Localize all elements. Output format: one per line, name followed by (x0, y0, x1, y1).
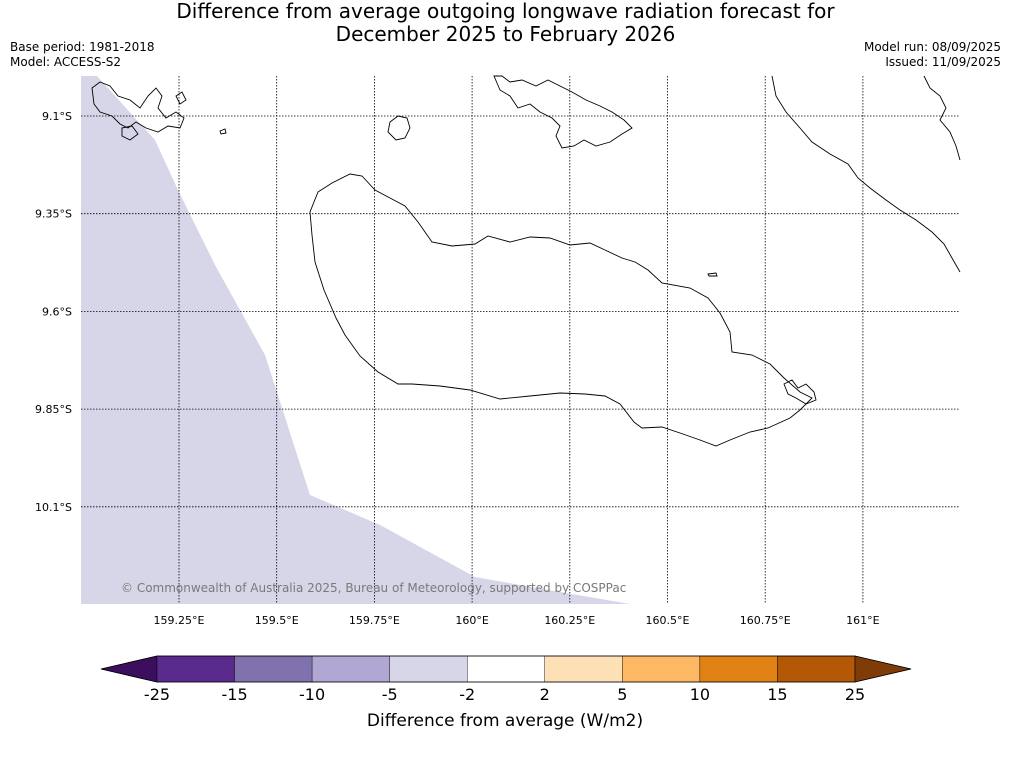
colorbar-label: 5 (617, 685, 627, 704)
colorbar-label: -10 (299, 685, 325, 704)
coastline-eastern-islets (783, 379, 817, 405)
colorbar-label: 2 (540, 685, 550, 704)
longitude-tick-label: 159.25°E (154, 614, 205, 627)
meta-left: Base period: 1981-2018 Model: ACCESS-S2 (10, 40, 155, 70)
colorbar-outline (100, 655, 912, 683)
colorbar: -25 -15 -10 -5 -2 2 5 10 15 25 (100, 655, 912, 704)
longitude-gridlines (178, 76, 864, 604)
latitude-tick-labels: 9.1°S 9.35°S 9.6°S 9.85°S 10.1°S (35, 110, 72, 514)
colorbar-segment (311, 655, 390, 683)
longitude-tick-label: 160.25°E (544, 614, 595, 627)
colorbar-segment (156, 655, 235, 683)
longitude-tick-label: 160.5°E (646, 614, 690, 627)
longitude-tick-label: 160.75°E (740, 614, 791, 627)
coastline-islet-3 (219, 128, 227, 135)
model-run: Model run: 08/09/2025 (863, 40, 1001, 54)
colorbar-title: Difference from average (W/m2) (367, 711, 643, 731)
chart-title: Difference from average outgoing longwav… (0, 0, 1011, 46)
meta-right: Model run: 08/09/2025 Issued: 11/09/2025 (864, 40, 1001, 70)
colorbar-label: 10 (690, 685, 710, 704)
coastlines (91, 75, 961, 447)
coastline-malaita-north (923, 75, 961, 161)
coastline-islet-2 (707, 272, 718, 277)
longitude-tick-label: 159.75°E (349, 614, 400, 627)
issued-date: Issued: 11/09/2025 (885, 55, 1001, 69)
latitude-tick-label: 9.1°S (42, 110, 72, 123)
colorbar-label: -15 (221, 685, 247, 704)
colorbar-label: -5 (382, 685, 398, 704)
colorbar-segment (389, 655, 468, 683)
colorbar-segment (234, 655, 313, 683)
coastline-florida-islands (493, 75, 633, 149)
coastline-top-left-islet (121, 125, 139, 141)
coastline-top-left-islet-2 (175, 91, 187, 105)
longitude-tick-labels: 159.25°E 159.5°E 159.75°E 160°E 160.25°E 160.… (154, 614, 880, 627)
anomaly-shaded-region (81, 76, 630, 604)
coastline-malaita (771, 75, 961, 273)
title-line-1: Difference from average outgoing longwav… (176, 0, 835, 23)
colorbar-extend-low (100, 655, 158, 683)
colorbar-label: 15 (767, 685, 787, 704)
longitude-tick-label: 161°E (846, 614, 879, 627)
coastline-top-left-cluster (91, 81, 185, 133)
colorbar-extend-high (854, 655, 912, 683)
latitude-gridlines (81, 115, 960, 508)
latitude-tick-label: 9.85°S (35, 403, 72, 416)
model-name: Model: ACCESS-S2 (10, 55, 122, 69)
colorbar-label: -25 (144, 685, 170, 704)
colorbar-segment (777, 655, 856, 683)
base-period: Base period: 1981-2018 (10, 40, 155, 54)
coastline-main-island (309, 173, 813, 447)
colorbar-segment (544, 655, 623, 683)
colorbar-label: -2 (459, 685, 475, 704)
coastline-islet-1 (387, 115, 411, 141)
map-panel: © Commonwealth of Australia 2025, Bureau… (81, 75, 961, 604)
colorbar-segment (622, 655, 701, 683)
latitude-tick-label: 9.6°S (42, 305, 72, 318)
longitude-tick-label: 160°E (455, 614, 488, 627)
colorbar-label: 25 (845, 685, 865, 704)
longitude-tick-label: 159.5°E (255, 614, 299, 627)
copyright-notice: © Commonwealth of Australia 2025, Bureau… (121, 581, 626, 595)
colorbar-segment (467, 655, 545, 683)
latitude-tick-label: 9.35°S (35, 208, 72, 221)
title-line-2: December 2025 to February 2026 (335, 22, 676, 46)
colorbar-segment (699, 655, 778, 683)
latitude-tick-label: 10.1°S (35, 501, 72, 514)
